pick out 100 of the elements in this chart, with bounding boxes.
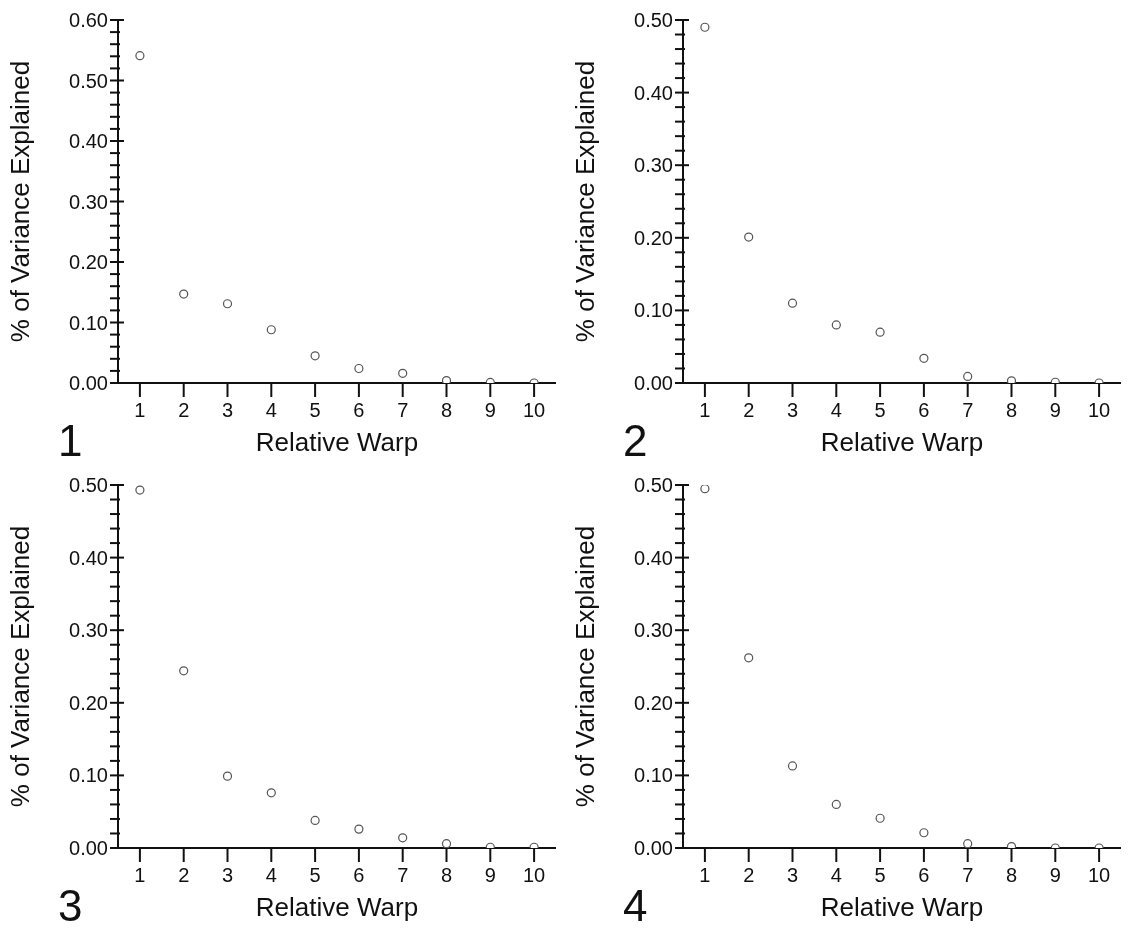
x-tick-label: 8 — [1005, 399, 1018, 421]
point — [310, 815, 320, 826]
x-axis-title: Relative Warp — [820, 892, 984, 922]
x-tick-label: 7 — [397, 864, 409, 886]
point — [700, 485, 710, 494]
x-tick-label: 7 — [397, 399, 409, 421]
x-tick-label: 6 — [353, 399, 365, 421]
x-tick-label: 7 — [962, 399, 974, 421]
y-tick-label: 0.30 — [634, 619, 673, 642]
y-tick-label: 0.00 — [69, 372, 108, 394]
point — [398, 368, 408, 378]
y-tick-label: 0.50 — [634, 9, 673, 31]
y-tick-label: 0.20 — [634, 691, 673, 714]
x-tick-label: 5 — [874, 864, 886, 886]
point — [875, 327, 885, 337]
x-tick-label: 10 — [1087, 864, 1111, 886]
point — [831, 799, 841, 810]
x-tick-label: 1 — [134, 864, 146, 886]
y-tick-label: 0.30 — [69, 619, 108, 642]
x-tick-label: 7 — [962, 864, 974, 886]
point — [354, 363, 364, 374]
x-tick-label: 2 — [743, 864, 755, 886]
point — [135, 485, 145, 495]
y-tick-label: 0.50 — [634, 474, 673, 496]
y-axis-title: % of Variance Explained — [5, 60, 36, 343]
x-tick-label: 1 — [699, 864, 711, 886]
x-tick-label: 9 — [484, 864, 496, 886]
x-tick-label: 6 — [353, 864, 365, 886]
x-tick-label: 4 — [830, 399, 842, 421]
point — [787, 761, 798, 771]
x-tick-label: 9 — [1049, 399, 1061, 421]
x-tick-label: 3 — [786, 399, 799, 421]
x-tick-label: 1 — [134, 399, 146, 421]
point — [266, 788, 276, 798]
y-tick-label: 0.40 — [69, 130, 108, 152]
x-tick-label: 2 — [178, 399, 190, 421]
x-tick-label: 5 — [874, 399, 886, 421]
x-tick-label: 6 — [918, 864, 930, 886]
y-tick-label: 0.10 — [69, 311, 108, 334]
point — [179, 666, 189, 676]
x-tick-label: 10 — [522, 864, 546, 886]
y-axis-title: % of Variance Explained — [570, 525, 601, 808]
y-tick-label: 0.20 — [69, 691, 108, 714]
x-tick-label: 1 — [699, 399, 711, 421]
point — [787, 298, 798, 308]
point — [222, 771, 233, 781]
y-tick-label: 0.00 — [69, 837, 108, 859]
y-tick-label: 0.50 — [69, 69, 108, 92]
x-tick-label: 2 — [178, 864, 190, 886]
point — [135, 51, 145, 61]
x-tick-label: 10 — [522, 399, 546, 421]
x-tick-label: 5 — [309, 864, 321, 886]
x-axis-title: Relative Warp — [255, 427, 419, 457]
y-tick-label: 0.40 — [69, 546, 108, 569]
x-tick-label: 8 — [440, 399, 453, 421]
y-tick-label: 0.10 — [69, 764, 108, 787]
x-axis-title: Relative Warp — [820, 427, 984, 457]
y-axis-title: % of Variance Explained — [5, 525, 36, 808]
x-tick-label: 6 — [918, 399, 930, 421]
point — [744, 232, 754, 242]
point — [398, 833, 408, 843]
point — [875, 813, 885, 823]
x-tick-label: 8 — [440, 864, 453, 886]
x-tick-label: 9 — [1049, 864, 1061, 886]
point — [919, 353, 929, 363]
point — [441, 839, 452, 848]
x-tick-label: 8 — [1005, 864, 1018, 886]
x-tick-label: 2 — [743, 399, 755, 421]
point — [310, 351, 320, 361]
y-tick-label: 0.30 — [69, 190, 108, 213]
point — [222, 299, 233, 309]
x-tick-label: 5 — [309, 399, 321, 421]
point — [963, 371, 973, 382]
point — [831, 320, 841, 330]
x-tick-label: 3 — [221, 399, 234, 421]
x-tick-label: 4 — [265, 399, 277, 421]
point — [963, 839, 973, 848]
point — [354, 824, 364, 834]
y-tick-label: 0.60 — [69, 9, 108, 31]
x-tick-label: 4 — [265, 864, 277, 886]
x-tick-label: 3 — [786, 864, 799, 886]
y-tick-label: 0.20 — [69, 251, 108, 273]
x-tick-label: 4 — [830, 864, 842, 886]
y-tick-label: 0.10 — [634, 299, 673, 322]
y-axis-title: % of Variance Explained — [570, 60, 601, 343]
point — [266, 325, 276, 335]
point — [919, 828, 929, 838]
x-tick-label: 9 — [484, 399, 496, 421]
y-tick-label: 0.20 — [634, 226, 673, 249]
y-tick-label: 0.00 — [634, 372, 673, 394]
x-tick-label: 3 — [221, 864, 234, 886]
y-tick-label: 0.30 — [634, 154, 673, 177]
y-tick-label: 0.40 — [634, 546, 673, 569]
point — [179, 289, 189, 299]
point — [441, 375, 452, 383]
point — [744, 653, 754, 663]
y-tick-label: 0.50 — [69, 474, 108, 496]
y-tick-label: 0.40 — [634, 81, 673, 104]
y-tick-label: 0.00 — [634, 837, 673, 859]
x-tick-label: 10 — [1087, 399, 1111, 421]
